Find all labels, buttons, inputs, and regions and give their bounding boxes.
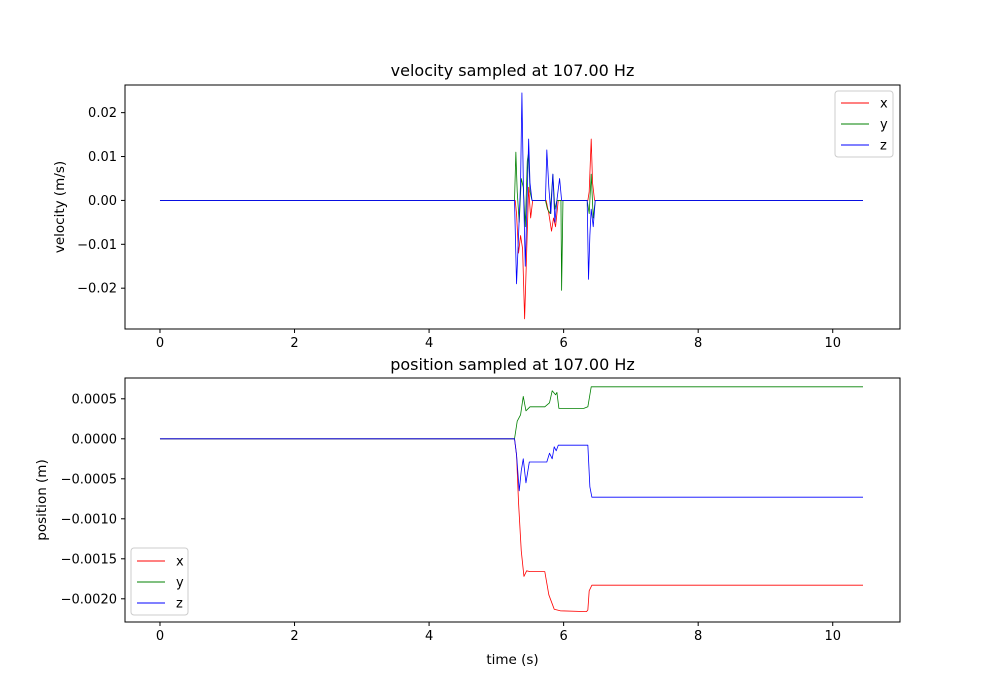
position-y-tick-label: −0.0005 (61, 472, 117, 487)
velocity-legend-y-label: y (880, 118, 888, 133)
velocity-x-tick-label: 0 (156, 336, 164, 351)
position-legend: x y z (130, 547, 189, 616)
velocity-series-layer (159, 92, 863, 320)
velocity-x-tick-label: 10 (824, 336, 841, 351)
position-series-z-line (159, 438, 863, 498)
position-y-ticks: −0.0020 −0.0015 −0.0010 −0.0005 0.0000 0.0005 (61, 392, 125, 607)
velocity-y-tick-label: 0.01 (88, 150, 117, 165)
position-y-tick-label: −0.0015 (61, 552, 117, 567)
position-x-tick-label: 4 (425, 629, 433, 644)
position-x-tick-label: 6 (559, 629, 567, 644)
velocity-y-tick-label: −0.01 (77, 238, 117, 253)
position-y-tick-label: −0.0020 (61, 592, 117, 607)
velocity-chart: velocity sampled at 107.00 Hz velocity (… (52, 61, 901, 351)
position-x-axis-label: time (s) (486, 652, 538, 668)
velocity-plot-frame (124, 84, 901, 330)
velocity-y-ticks: −0.02 −0.01 0.00 0.01 0.02 (77, 106, 125, 297)
velocity-x-tick-label: 4 (425, 336, 433, 351)
velocity-legend-z-label: z (880, 139, 887, 154)
position-plot-frame (124, 377, 901, 623)
position-series-x-line (159, 438, 863, 612)
velocity-y-axis-label: velocity (m/s) (52, 161, 68, 253)
position-y-axis-label: position (m) (34, 459, 50, 540)
position-series-y-line (159, 386, 863, 440)
position-x-tick-label: 0 (156, 629, 164, 644)
position-legend-x-label: x (176, 555, 184, 570)
position-chart: position sampled at 107.00 Hz position (… (34, 355, 901, 668)
velocity-chart-title: velocity sampled at 107.00 Hz (391, 61, 635, 80)
velocity-x-tick-label: 8 (694, 336, 702, 351)
position-legend-y-label: y (176, 576, 184, 591)
velocity-y-tick-label: 0.02 (88, 106, 117, 121)
velocity-legend: x y z (834, 90, 894, 158)
position-x-tick-label: 8 (694, 629, 702, 644)
velocity-y-tick-label: 0.00 (88, 194, 117, 209)
position-legend-z-label: z (176, 597, 183, 612)
velocity-y-tick-label: −0.02 (77, 282, 117, 297)
position-x-ticks: 0 2 4 6 8 10 (156, 622, 841, 644)
position-chart-title: position sampled at 107.00 Hz (390, 355, 635, 374)
position-y-tick-label: 0.0000 (72, 432, 118, 447)
velocity-x-tick-label: 2 (290, 336, 298, 351)
position-y-tick-label: 0.0005 (72, 392, 118, 407)
velocity-series-z-line (159, 92, 863, 285)
velocity-legend-x-label: x (880, 97, 888, 112)
position-series-layer (159, 386, 863, 612)
velocity-x-tick-label: 6 (559, 336, 567, 351)
velocity-series-x-line (159, 138, 863, 320)
position-y-tick-label: −0.0010 (61, 512, 117, 527)
position-x-tick-label: 2 (290, 629, 298, 644)
velocity-x-ticks: 0 2 4 6 8 10 (156, 329, 841, 351)
position-x-tick-label: 10 (824, 629, 841, 644)
